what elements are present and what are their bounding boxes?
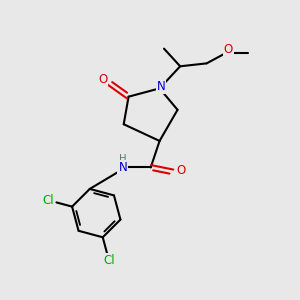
Text: O: O [176, 164, 186, 177]
Text: N: N [157, 80, 165, 93]
Text: H: H [119, 154, 127, 164]
Text: O: O [98, 73, 107, 85]
Text: Cl: Cl [43, 194, 54, 207]
Text: Cl: Cl [103, 254, 115, 267]
Text: O: O [224, 43, 233, 56]
Text: N: N [118, 161, 127, 174]
